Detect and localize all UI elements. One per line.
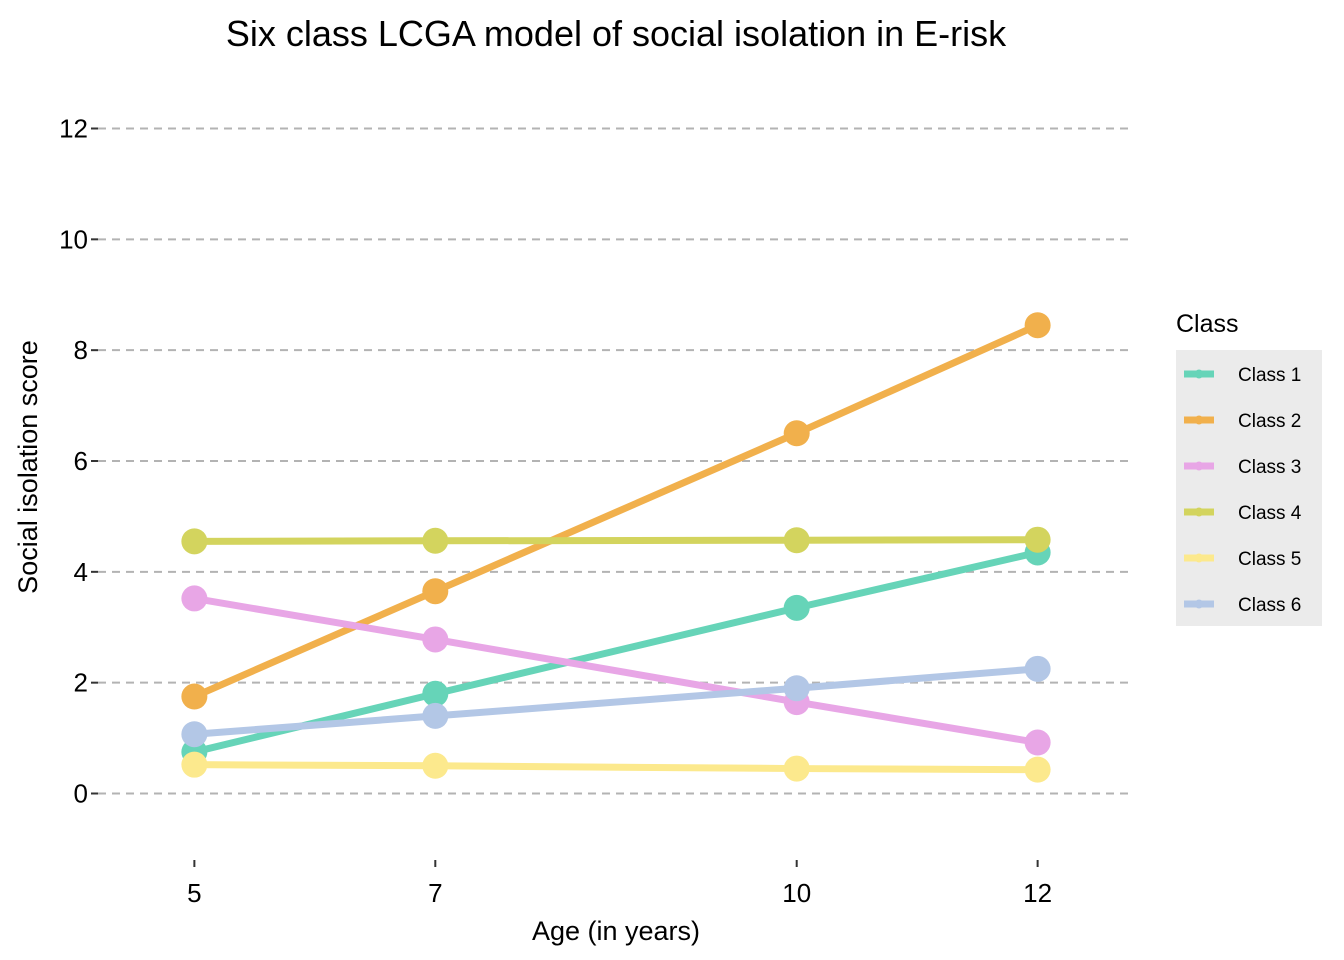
x-tick-label: 5 bbox=[187, 878, 201, 908]
data-point-class-2 bbox=[181, 683, 208, 710]
y-tick-label: 10 bbox=[59, 224, 88, 254]
legend-title: Class bbox=[1176, 310, 1239, 338]
y-tick-label: 12 bbox=[59, 114, 88, 144]
data-point-class-6 bbox=[1024, 655, 1051, 682]
legend-key-point bbox=[1194, 553, 1204, 563]
data-point-class-5 bbox=[1024, 756, 1051, 783]
legend-label: Class 1 bbox=[1238, 365, 1301, 386]
data-point-class-4 bbox=[1024, 526, 1051, 553]
series-line-class-5 bbox=[190, 761, 1042, 774]
data-point-class-5 bbox=[783, 755, 810, 782]
data-point-class-4 bbox=[422, 527, 449, 554]
y-tick-label: 8 bbox=[74, 335, 88, 365]
data-point-class-3 bbox=[181, 585, 208, 612]
series-line-class-4 bbox=[190, 536, 1042, 545]
data-point-class-4 bbox=[783, 527, 810, 554]
plot-area bbox=[181, 312, 1051, 783]
legend-key-point bbox=[1194, 599, 1204, 609]
legend-key-background bbox=[1176, 350, 1322, 626]
data-point-class-1 bbox=[783, 594, 810, 621]
y-axis: 0 2 4 6 8 10 12 bbox=[59, 114, 98, 809]
legend-label: Class 5 bbox=[1238, 549, 1301, 570]
data-point-class-2 bbox=[783, 420, 810, 447]
series-line-class-3 bbox=[190, 594, 1042, 747]
data-point-class-5 bbox=[422, 752, 449, 779]
legend-key-point bbox=[1194, 461, 1204, 471]
data-point-class-4 bbox=[181, 528, 208, 555]
x-axis-title: Age (in years) bbox=[532, 916, 700, 946]
x-axis: 5 7 10 12 bbox=[187, 860, 1052, 908]
data-point-class-2 bbox=[1024, 312, 1051, 339]
legend-label: Class 6 bbox=[1238, 595, 1301, 616]
series-line-class-6 bbox=[190, 665, 1042, 738]
y-axis-title: Social isolation score bbox=[13, 340, 43, 594]
chart-title: Six class LCGA model of social isolation… bbox=[226, 13, 1007, 54]
data-point-class-6 bbox=[783, 675, 810, 702]
y-tick-label: 6 bbox=[74, 446, 88, 476]
data-point-class-3 bbox=[1024, 729, 1051, 756]
legend-label: Class 3 bbox=[1238, 457, 1301, 478]
data-point-class-5 bbox=[181, 751, 208, 778]
y-tick-label: 2 bbox=[74, 668, 88, 698]
legend-key-point bbox=[1194, 369, 1204, 379]
x-tick-label: 10 bbox=[782, 878, 811, 908]
data-point-class-1 bbox=[422, 680, 449, 707]
y-tick-label: 0 bbox=[74, 779, 88, 809]
data-point-class-3 bbox=[422, 626, 449, 653]
y-tick-label: 4 bbox=[74, 557, 88, 587]
legend-label: Class 2 bbox=[1238, 411, 1301, 432]
x-tick-label: 7 bbox=[428, 878, 442, 908]
legend-key-point bbox=[1194, 507, 1204, 517]
data-point-class-2 bbox=[422, 578, 449, 605]
series-line-class-2 bbox=[190, 321, 1042, 701]
legend-label: Class 4 bbox=[1238, 503, 1302, 524]
x-tick-label: 12 bbox=[1023, 878, 1052, 908]
legend-key-point bbox=[1194, 415, 1204, 425]
grid bbox=[98, 127, 1134, 795]
data-point-class-6 bbox=[181, 721, 208, 748]
data-point-class-6 bbox=[422, 702, 449, 729]
legend-items: Class 1 Class 2 Class 3 Class 4 Class 5 Class… bbox=[1184, 365, 1302, 616]
